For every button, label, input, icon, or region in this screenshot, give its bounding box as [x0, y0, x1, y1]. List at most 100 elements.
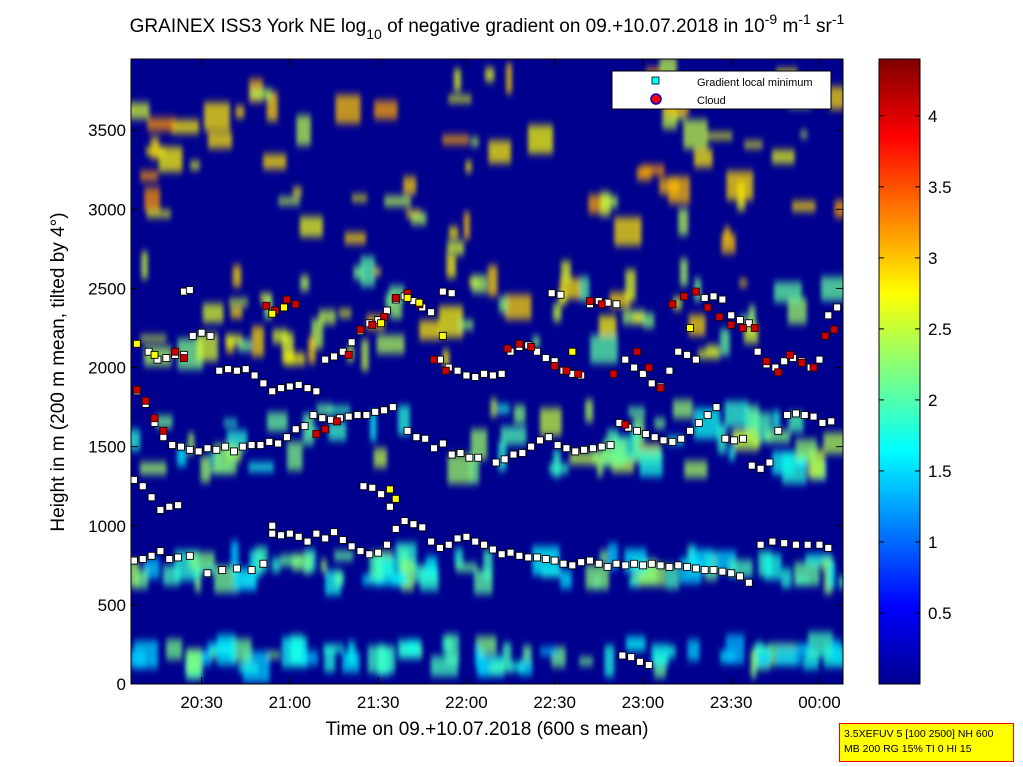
- colorbar-tick-label: 2.5: [928, 320, 952, 339]
- gradient-min-marker: [197, 328, 206, 337]
- heat-cell: [507, 661, 524, 672]
- gradient-min-marker: [212, 445, 221, 454]
- heat-cell: [334, 571, 344, 586]
- gradient-min-marker: [206, 331, 215, 340]
- gradient-min-marker: [321, 534, 330, 543]
- cloud-marker: [597, 300, 606, 309]
- gradient-min-marker: [744, 319, 753, 328]
- gradient-min-marker: [403, 426, 412, 435]
- gradient-min-marker-alt: [268, 309, 277, 318]
- heat-cell: [390, 300, 402, 319]
- gradient-min-marker-alt: [686, 324, 694, 332]
- heat-cell: [370, 411, 377, 441]
- heat-cell: [706, 345, 719, 354]
- gradient-min-marker: [418, 523, 427, 532]
- gradient-min-marker: [665, 366, 674, 375]
- heat-cell: [465, 161, 472, 173]
- gradient-min-marker: [321, 355, 330, 364]
- heat-cell: [597, 455, 604, 477]
- gradient-min-marker: [630, 559, 639, 568]
- gradient-min-marker: [168, 441, 177, 450]
- gradient-min-marker: [294, 380, 303, 389]
- gradient-min-marker: [509, 450, 518, 459]
- gradient-min-marker-alt: [438, 331, 447, 340]
- heat-cell: [280, 554, 302, 567]
- gradient-min-marker: [621, 355, 630, 364]
- heat-cell: [502, 642, 512, 673]
- gradient-min-marker: [824, 543, 833, 552]
- gradient-min-marker: [318, 414, 327, 423]
- heat-cell: [186, 648, 202, 673]
- gradient-min-marker: [568, 561, 577, 570]
- gradient-min-marker: [421, 434, 430, 443]
- x-tick-label: 22:30: [533, 693, 576, 712]
- x-tick-label: 23:00: [622, 693, 665, 712]
- gradient-min-marker: [412, 433, 421, 442]
- gradient-min-marker: [765, 458, 774, 467]
- cloud-marker: [703, 303, 712, 312]
- gradient-min-marker: [556, 290, 565, 299]
- heat-cell: [266, 92, 278, 122]
- heat-cell: [794, 455, 808, 467]
- cloud-marker: [609, 369, 618, 378]
- heat-cell: [831, 639, 841, 664]
- heat-cell: [347, 641, 356, 664]
- gradient-min-marker: [312, 387, 321, 396]
- heat-cell: [757, 653, 770, 666]
- gradient-min-marker: [533, 553, 541, 562]
- gradient-min-marker: [438, 287, 447, 296]
- gradient-min-marker: [268, 387, 277, 396]
- heat-cell: [248, 462, 274, 472]
- gradient-min-marker: [462, 532, 471, 541]
- heat-cell: [376, 334, 405, 354]
- heat-cell: [351, 194, 368, 202]
- gradient-min-marker: [185, 551, 194, 560]
- heat-cell: [311, 319, 324, 349]
- gradient-min-marker: [709, 292, 718, 301]
- gradient-min-marker: [362, 411, 371, 419]
- gradient-min-marker: [559, 559, 568, 568]
- cloud-marker: [715, 312, 724, 321]
- gradient-min-marker: [647, 559, 656, 568]
- gradient-min-marker: [824, 311, 833, 320]
- gradient-min-marker: [518, 449, 527, 457]
- heat-cell: [300, 275, 310, 291]
- heat-cell: [235, 105, 245, 118]
- cloud-marker: [774, 368, 783, 377]
- heat-cell: [800, 131, 808, 138]
- cloud-marker: [171, 347, 180, 356]
- heat-cell: [724, 226, 731, 242]
- heat-cell: [207, 132, 232, 149]
- gradient-min-marker: [571, 447, 580, 456]
- gradient-min-marker: [259, 379, 268, 388]
- heat-cell: [765, 430, 791, 443]
- y-axis-label: Height in m (200 m mean, tilted by 4°): [48, 212, 69, 531]
- gradient-min-marker: [791, 409, 800, 418]
- gradient-min-marker: [174, 553, 183, 562]
- y-tick-label: 0: [117, 675, 126, 694]
- plot-frame: [130, 58, 844, 685]
- heat-layer-surface: [131, 632, 843, 683]
- gradient-min-marker: [656, 561, 665, 570]
- gradient-min-marker: [497, 369, 506, 378]
- heat-cell: [188, 552, 215, 569]
- heat-cell: [316, 404, 333, 415]
- heat-cell: [750, 650, 757, 678]
- heat-cell: [189, 161, 200, 170]
- heat-cell: [442, 349, 450, 367]
- gradient-min-marker: [694, 418, 703, 427]
- heat-cell: [471, 275, 487, 293]
- legend-gradient-min-label: Gradient local minimum: [697, 77, 813, 89]
- heat-cell: [639, 450, 663, 477]
- x-tick-label: 20:30: [180, 693, 223, 712]
- colorbar-tick-label: 1: [928, 533, 937, 552]
- heat-cell: [131, 560, 139, 588]
- heat-cell: [498, 296, 508, 313]
- gradient-min-marker: [612, 300, 621, 309]
- heat-cell: [318, 309, 336, 325]
- gradient-min-marker: [586, 556, 594, 565]
- gradient-min-marker: [665, 562, 674, 571]
- heat-cell: [506, 63, 513, 94]
- heat-cell: [230, 541, 239, 569]
- gradient-min-marker: [491, 458, 500, 467]
